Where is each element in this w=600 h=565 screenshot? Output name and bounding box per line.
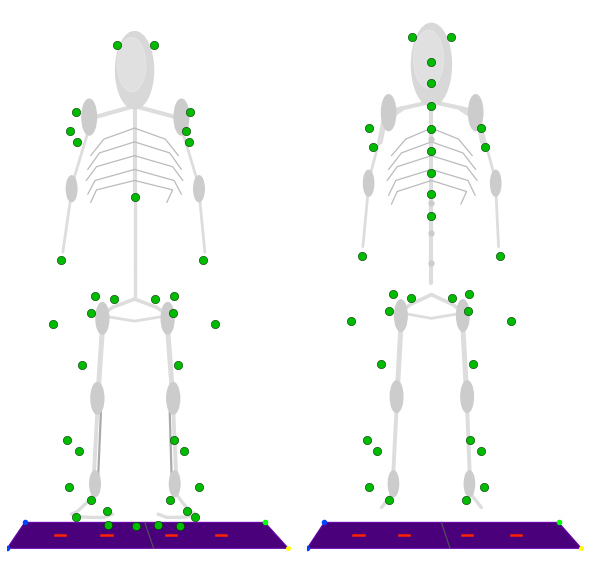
Polygon shape: [7, 523, 288, 548]
Ellipse shape: [364, 170, 374, 196]
Ellipse shape: [116, 32, 154, 109]
Ellipse shape: [388, 471, 398, 497]
Ellipse shape: [118, 38, 146, 92]
Ellipse shape: [67, 176, 77, 202]
Ellipse shape: [169, 471, 180, 497]
Ellipse shape: [412, 23, 451, 106]
Text: B: B: [319, 20, 334, 40]
Ellipse shape: [161, 303, 174, 334]
Ellipse shape: [194, 176, 204, 202]
Ellipse shape: [90, 471, 100, 497]
Ellipse shape: [96, 303, 109, 334]
Ellipse shape: [174, 99, 189, 135]
Ellipse shape: [469, 95, 483, 131]
Ellipse shape: [391, 381, 403, 412]
Ellipse shape: [461, 381, 473, 412]
Ellipse shape: [464, 471, 475, 497]
Polygon shape: [307, 523, 581, 548]
Ellipse shape: [82, 99, 97, 135]
Ellipse shape: [457, 300, 469, 331]
Ellipse shape: [413, 30, 443, 88]
Ellipse shape: [395, 300, 407, 331]
Text: A: A: [19, 20, 34, 40]
Ellipse shape: [91, 383, 104, 414]
Ellipse shape: [382, 95, 396, 131]
Ellipse shape: [167, 383, 179, 414]
Ellipse shape: [491, 170, 501, 196]
